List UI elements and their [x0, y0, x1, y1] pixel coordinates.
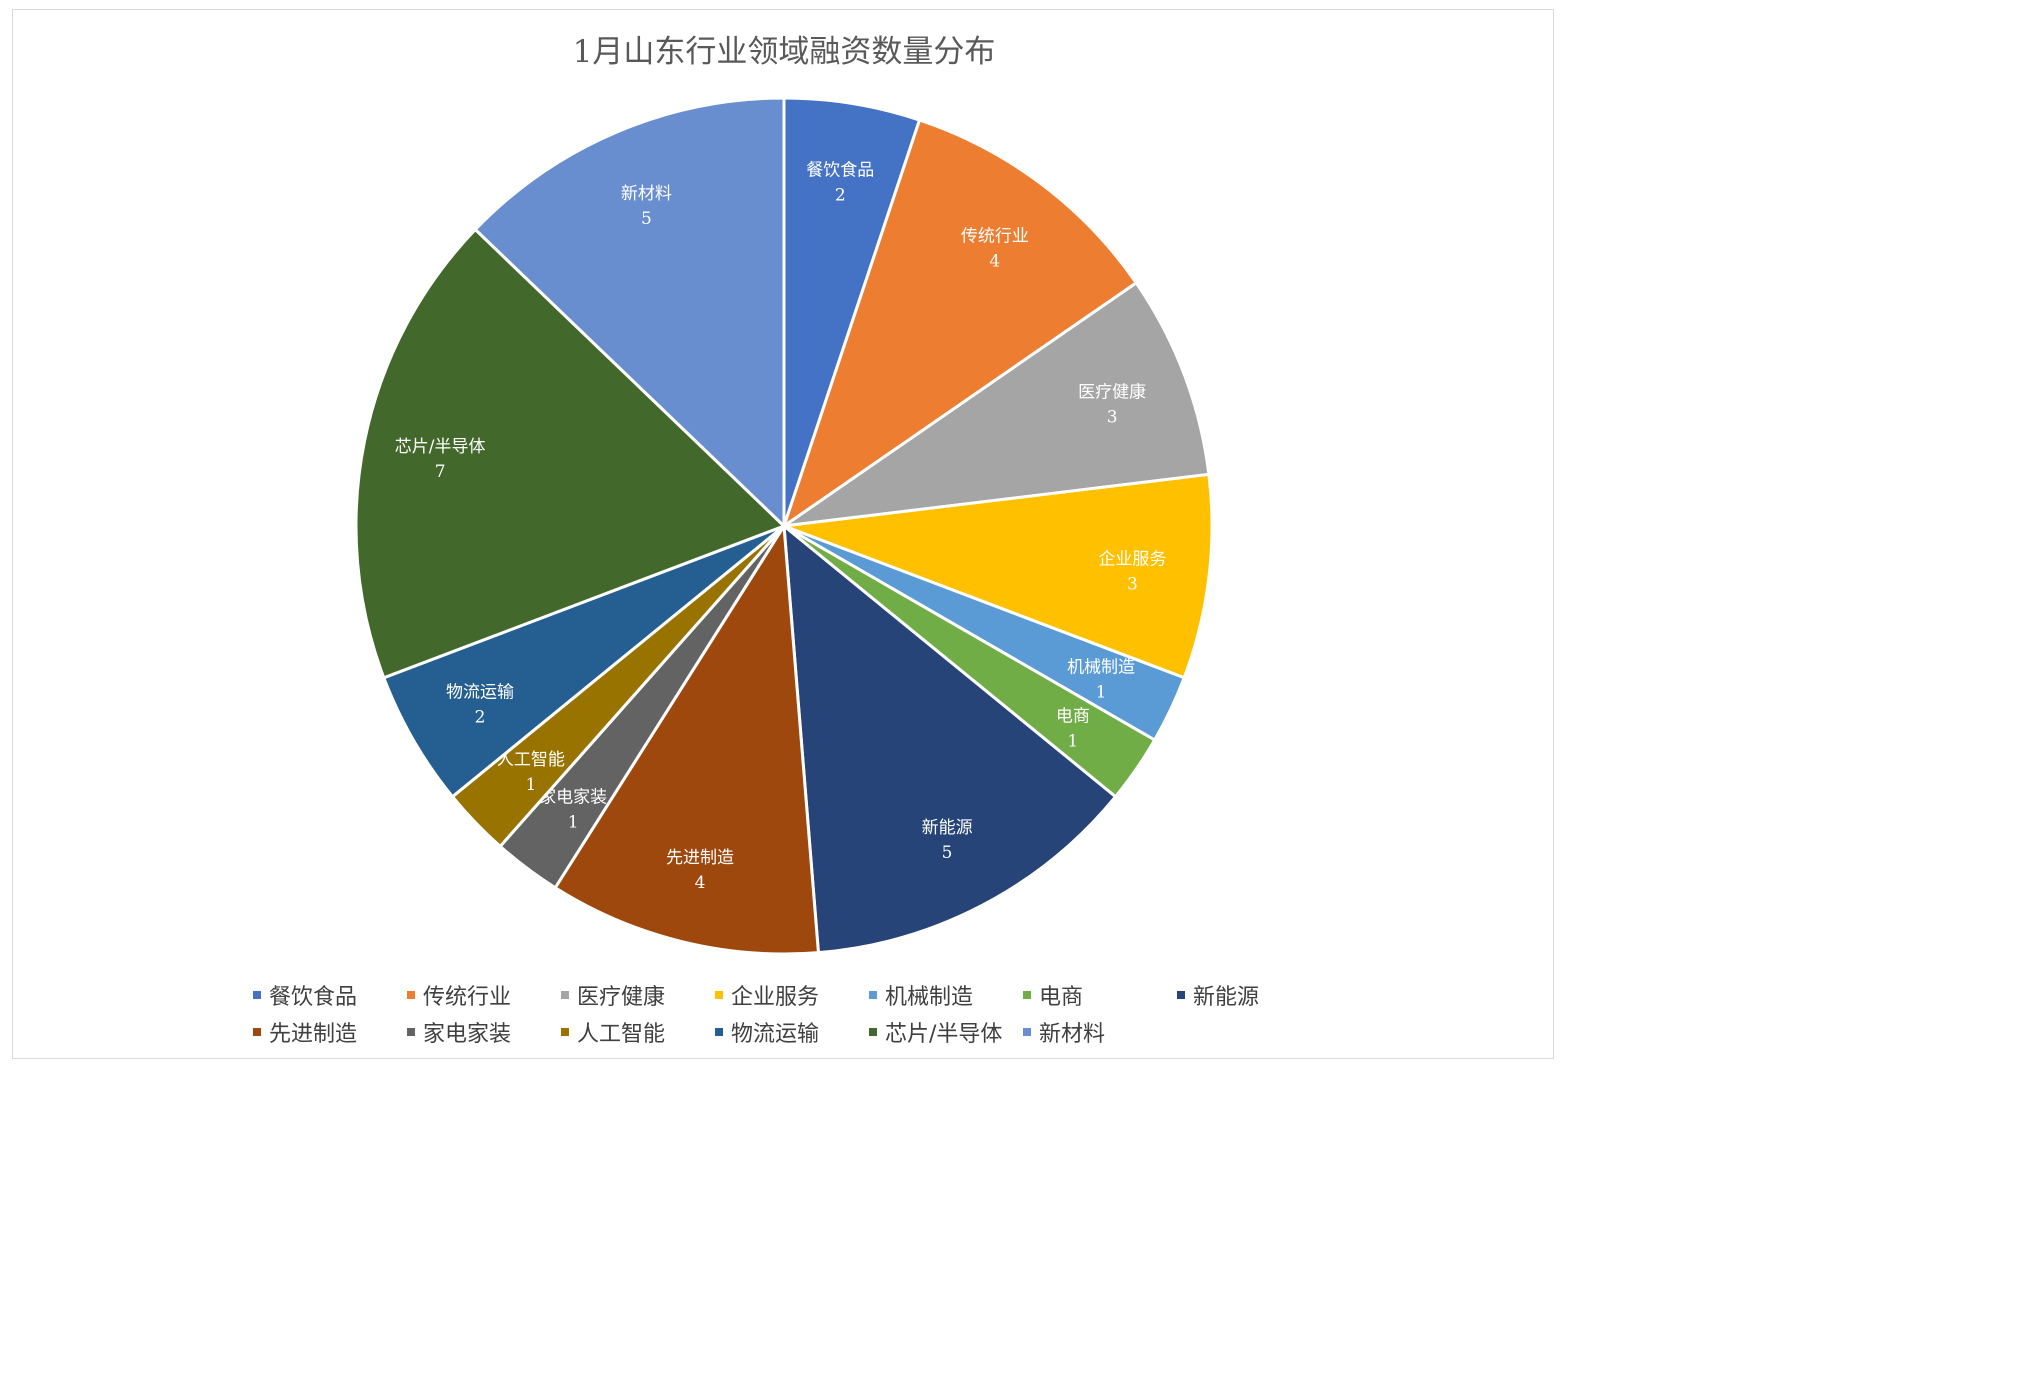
legend-swatch	[561, 991, 569, 999]
legend-swatch	[561, 1028, 569, 1036]
slice-label-value: 5	[942, 843, 953, 863]
legend-item: 电商	[1023, 981, 1177, 1010]
pie-slice	[553, 521, 821, 956]
slice-label-value: 3	[1127, 574, 1138, 594]
slice-label-category: 机械制造	[1067, 657, 1135, 677]
slice-label-category: 餐饮食品	[806, 161, 874, 181]
slice-label-category: 医疗健康	[1078, 383, 1146, 403]
slice-label-category: 家电家装	[539, 788, 607, 808]
slice-label-value: 4	[989, 251, 1000, 271]
legend-label: 人工智能	[577, 1022, 666, 1047]
legend-swatch	[1177, 991, 1185, 999]
slice-label-value: 2	[835, 186, 846, 206]
pie-slice	[354, 227, 787, 680]
legend-swatch	[253, 991, 261, 999]
legend-label: 传统行业	[423, 985, 512, 1010]
legend-label: 企业服务	[731, 985, 820, 1010]
slice-label-value: 2	[475, 707, 486, 727]
legend-label: 医疗健康	[577, 985, 666, 1010]
legend-label: 家电家装	[423, 1022, 512, 1047]
legend-label: 餐饮食品	[269, 985, 358, 1010]
slice-label-value: 1	[568, 813, 579, 833]
legend-label: 机械制造	[885, 985, 974, 1010]
legend-swatch	[869, 1028, 877, 1036]
legend-label: 芯片/半导体	[885, 1022, 1003, 1047]
slice-label-value: 1	[1067, 731, 1078, 751]
legend-item: 芯片/半导体	[869, 1018, 1023, 1047]
chart-title: 1月山东行业领域融资数量分布	[572, 34, 996, 70]
slice-label-category: 芯片/半导体	[395, 437, 486, 457]
slice-label-value: 1	[525, 775, 536, 795]
legend-label: 新材料	[1039, 1022, 1106, 1047]
legend-item: 餐饮食品	[253, 981, 407, 1010]
slice-label-value: 3	[1107, 408, 1118, 428]
legend-swatch	[715, 991, 723, 999]
legend-swatch	[869, 991, 877, 999]
slice-label-category: 企业服务	[1098, 549, 1166, 569]
legend-label: 电商	[1039, 985, 1084, 1010]
legend-label: 新能源	[1193, 985, 1260, 1010]
slice-label-value: 4	[695, 873, 706, 893]
slice-label-category: 传统行业	[961, 226, 1029, 246]
legend-item: 人工智能	[561, 1018, 715, 1047]
legend-label: 物流运输	[731, 1022, 820, 1047]
legend-item: 家电家装	[407, 1018, 561, 1047]
slice-label-value: 5	[641, 209, 652, 229]
legend-item: 企业服务	[715, 981, 869, 1010]
legend-swatch	[407, 1028, 415, 1036]
pie-slice	[781, 118, 1139, 530]
slice-label-category: 人工智能	[497, 750, 565, 770]
slice-label-value: 1	[1096, 682, 1107, 702]
legend-item: 新能源	[1177, 981, 1331, 1010]
pie-slice	[782, 522, 1118, 955]
pie-slice	[783, 472, 1214, 680]
legend-swatch	[407, 991, 415, 999]
legend-label: 先进制造	[269, 1022, 358, 1047]
pie-slice	[783, 280, 1211, 528]
legend-swatch	[1023, 1028, 1031, 1036]
legend-swatch	[253, 1028, 261, 1036]
legend-item: 物流运输	[715, 1018, 869, 1047]
pie-chart: 餐饮食品 2 传统行业 4 医疗健康 3 企业服务 3 机械制造 1 电商 1 新能源 5 先进制造 4 家电家…	[354, 96, 1214, 956]
legend-item: 先进制造	[253, 1018, 407, 1047]
slice-label-category: 新材料	[621, 184, 672, 204]
pie-slice	[473, 96, 786, 530]
slice-label-category: 先进制造	[666, 848, 734, 868]
legend-item: 新材料	[1023, 1018, 1177, 1047]
legend-swatch	[715, 1028, 723, 1036]
slice-label-value: 7	[435, 462, 446, 482]
legend-swatch	[1023, 991, 1031, 999]
legend-item: 传统行业	[407, 981, 561, 1010]
chart-legend: 餐饮食品 传统行业 医疗健康 企业服务 机械制造 电商 新能源先进制造 家电家装 人工智能 物流运…	[253, 981, 1343, 1047]
slice-label-category: 新能源	[922, 818, 973, 838]
legend-item: 医疗健康	[561, 981, 715, 1010]
slice-label-category: 物流运输	[446, 682, 514, 702]
slice-label-category: 电商	[1056, 706, 1090, 726]
legend-item: 机械制造	[869, 981, 1023, 1010]
